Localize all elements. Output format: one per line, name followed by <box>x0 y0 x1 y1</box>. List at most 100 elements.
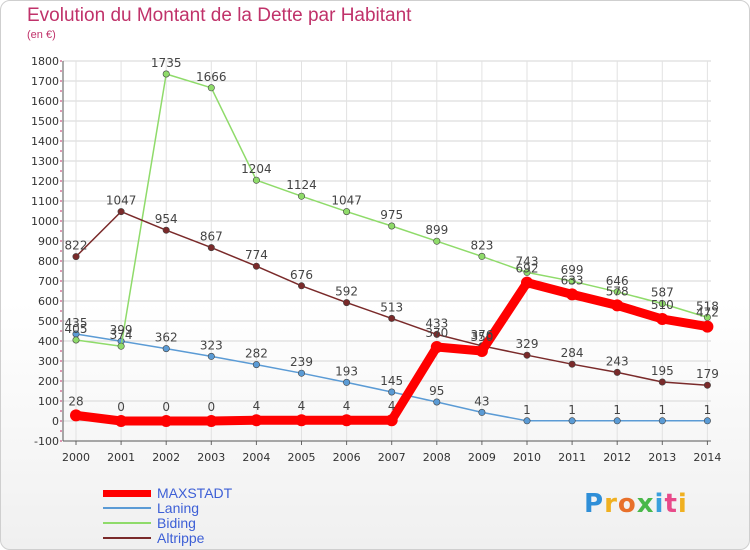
data-label-biding: 374 <box>110 328 133 342</box>
data-point-maxstadt <box>70 409 82 422</box>
data-label-maxstadt: 472 <box>696 306 719 320</box>
data-label-altrippe: 284 <box>561 346 584 360</box>
data-label-laning: 145 <box>380 374 403 388</box>
data-point-maxstadt <box>340 414 353 427</box>
data-point-laning <box>658 417 666 425</box>
data-label-maxstadt: 0 <box>117 400 125 414</box>
data-label-maxstadt: 578 <box>606 284 629 298</box>
data-label-maxstadt: 0 <box>207 400 215 414</box>
data-point-laning <box>478 408 486 416</box>
data-label-biding: 699 <box>561 263 584 277</box>
y-tick-label: 700 <box>38 275 59 288</box>
x-tick-label: 2003 <box>197 451 225 464</box>
data-label-laning: 193 <box>335 364 358 378</box>
data-label-altrippe: 954 <box>155 212 178 226</box>
data-point-biding <box>568 277 576 285</box>
data-label-biding: 587 <box>651 286 674 300</box>
data-label-biding: 518 <box>696 299 719 313</box>
data-label-maxstadt: 633 <box>561 273 584 287</box>
x-tick-label: 2009 <box>468 451 496 464</box>
y-tick-label: 500 <box>38 315 59 328</box>
data-point-laning <box>523 417 531 425</box>
data-point-altrippe <box>523 351 531 359</box>
data-point-maxstadt <box>160 415 173 427</box>
data-label-laning: 95 <box>429 384 444 398</box>
x-tick-label: 2011 <box>558 451 586 464</box>
y-tick-label: 400 <box>38 335 59 348</box>
x-tick-label: 2005 <box>288 451 316 464</box>
data-point-altrippe <box>343 299 351 307</box>
data-point-laning <box>388 388 396 396</box>
data-point-altrippe <box>613 368 621 376</box>
data-label-laning: 239 <box>290 355 313 369</box>
data-point-maxstadt <box>656 313 669 325</box>
data-label-biding: 1666 <box>196 70 227 84</box>
y-tick-label: 1000 <box>31 215 59 228</box>
legend-label-biding: Biding <box>157 515 196 531</box>
data-label-maxstadt: 4 <box>343 399 351 413</box>
data-point-biding <box>252 176 260 184</box>
data-label-laning: 323 <box>200 338 223 352</box>
data-point-altrippe <box>72 253 80 261</box>
data-point-maxstadt <box>385 414 398 427</box>
y-tick-label: -100 <box>34 435 59 448</box>
data-label-maxstadt: 692 <box>516 262 539 276</box>
data-point-laning <box>162 345 170 353</box>
data-label-biding: 1204 <box>241 162 272 176</box>
proxiti-logo: Proxiti <box>584 489 688 519</box>
data-point-maxstadt <box>115 415 128 427</box>
legend-swatch-maxstadt <box>103 490 151 497</box>
x-tick-label: 2001 <box>107 451 135 464</box>
data-point-altrippe <box>162 226 170 234</box>
y-tick-label: 1800 <box>31 55 59 68</box>
y-tick-label: 100 <box>38 395 59 408</box>
data-label-altrippe: 592 <box>335 285 358 299</box>
data-label-altrippe: 195 <box>651 364 674 378</box>
data-label-maxstadt: 4 <box>388 399 396 413</box>
data-label-maxstadt: 510 <box>651 298 674 312</box>
data-label-laning: 1 <box>658 403 666 417</box>
data-point-altrippe <box>433 330 441 338</box>
data-point-biding <box>478 252 486 260</box>
data-point-laning <box>207 352 215 360</box>
data-label-biding: 1047 <box>331 194 362 208</box>
y-tick-label: 0 <box>52 415 59 428</box>
data-point-maxstadt <box>475 345 488 357</box>
x-tick-label: 2013 <box>648 451 676 464</box>
data-point-maxstadt <box>611 299 624 312</box>
data-label-maxstadt: 4 <box>253 399 261 413</box>
data-point-altrippe <box>568 360 576 368</box>
x-tick-label: 2000 <box>62 451 90 464</box>
data-label-altrippe: 513 <box>380 300 403 314</box>
x-tick-label: 2002 <box>152 451 180 464</box>
data-label-maxstadt: 370 <box>425 326 448 340</box>
data-label-biding: 646 <box>606 274 629 288</box>
data-point-biding <box>613 288 621 296</box>
data-label-laning: 282 <box>245 347 268 361</box>
x-tick-label: 2007 <box>378 451 406 464</box>
data-label-laning: 435 <box>65 316 88 330</box>
data-point-biding <box>343 208 351 216</box>
y-tick-label: 1200 <box>31 175 59 188</box>
data-label-altrippe: 376 <box>470 328 493 342</box>
data-label-laning: 43 <box>474 394 489 408</box>
data-label-altrippe: 179 <box>696 367 719 381</box>
data-point-biding <box>433 237 441 245</box>
data-point-biding <box>162 70 170 78</box>
y-tick-label: 1100 <box>31 195 59 208</box>
data-point-altrippe <box>117 208 125 216</box>
legend-swatch-altrippe <box>103 537 151 539</box>
y-tick-label: 1600 <box>31 95 59 108</box>
legend-label-altrippe: Altrippe <box>157 530 205 546</box>
legend-swatch-biding <box>103 522 151 524</box>
data-label-altrippe: 1047 <box>106 194 137 208</box>
data-label-biding: 823 <box>470 238 493 252</box>
data-point-maxstadt <box>205 415 218 427</box>
data-point-laning <box>613 417 621 425</box>
data-label-laning: 362 <box>155 331 178 345</box>
data-point-maxstadt <box>521 276 533 289</box>
data-label-maxstadt: 0 <box>162 400 170 414</box>
data-point-altrippe <box>703 381 711 389</box>
data-point-altrippe <box>388 314 396 322</box>
